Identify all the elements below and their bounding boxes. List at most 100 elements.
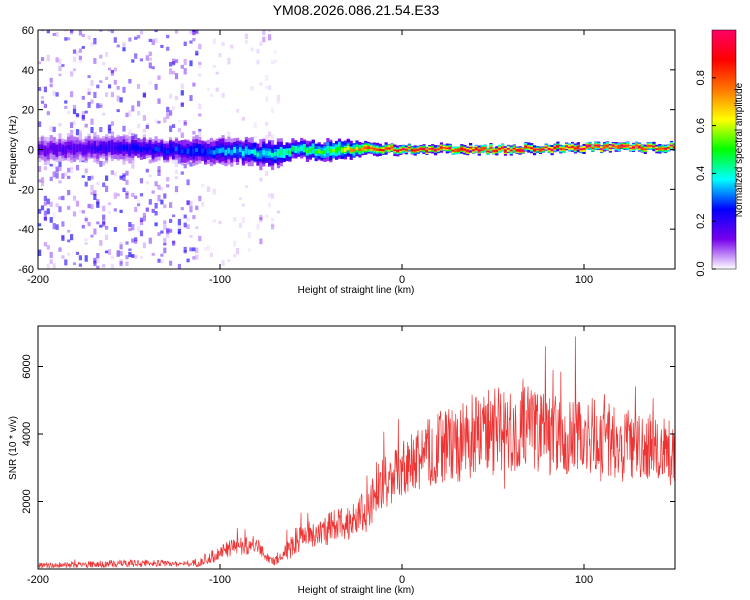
spectrogram-cell xyxy=(137,110,141,116)
spectrogram-band-cell xyxy=(273,152,278,156)
spectrogram-cell xyxy=(122,42,126,48)
spectrogram-cell xyxy=(84,110,88,114)
spectrogram-cell xyxy=(67,229,71,233)
spectrogram-cell xyxy=(177,128,181,133)
spectrogram-band-cell xyxy=(163,150,167,154)
spectrogram-band-cell xyxy=(78,144,82,151)
spectrogram-band-cell xyxy=(649,145,653,147)
spectrogram-cell xyxy=(110,255,114,260)
spectrogram-band-cell xyxy=(471,149,476,152)
spectrogram-cell xyxy=(189,206,193,213)
spectrogram-band-cell xyxy=(672,146,675,148)
spectrogram-cell xyxy=(273,50,278,54)
spectrogram-band-cell xyxy=(419,147,423,150)
spectrogram-cell xyxy=(163,237,167,244)
spectrogram-cell xyxy=(148,62,152,69)
spectrogram-cell xyxy=(151,39,155,45)
spectrogram-band-cell xyxy=(635,144,639,147)
spectrogram-cell xyxy=(192,82,196,87)
spectrogram-band-cell xyxy=(445,147,449,149)
spectrogram-cell xyxy=(38,249,42,256)
spectrogram-cell xyxy=(55,92,59,97)
spectrogram-cell xyxy=(172,124,176,128)
spectrogram-band-cell xyxy=(172,147,176,153)
spectrogram-cell xyxy=(172,158,176,165)
spectrogram-cell xyxy=(142,242,146,249)
spectrogram-cell xyxy=(107,128,112,134)
spectrogram-cell xyxy=(183,68,187,75)
spectrogram-cell xyxy=(113,171,117,177)
spectrogram-band-cell xyxy=(605,145,609,147)
spectrogram-cell xyxy=(154,211,158,216)
spectrogram-band-cell xyxy=(550,149,554,151)
spectrogram-cell xyxy=(61,195,65,201)
spectrogram-band-cell xyxy=(661,147,665,150)
spectrogram-cell xyxy=(212,188,216,195)
spectrogram-band-cell xyxy=(530,147,534,150)
spectrogram-band-cell xyxy=(594,144,598,147)
spectrogram-cell xyxy=(72,108,77,115)
spectrogram-band-cell xyxy=(591,147,595,150)
spectrogram-band-cell xyxy=(46,148,50,154)
spectrogram-cell xyxy=(105,226,109,230)
spectrogram-band-cell xyxy=(413,149,417,152)
spectrogram-cell xyxy=(43,86,47,93)
spectrogram-cell xyxy=(81,115,85,121)
snr-y-label: SNR (10 * v/v) xyxy=(8,416,19,480)
spectrogram-cell xyxy=(268,30,272,32)
spectrogram-cell xyxy=(96,201,100,208)
spectrogram-band-cell xyxy=(256,152,260,157)
spectrogram-band-cell xyxy=(442,147,446,149)
spectrogram-cell xyxy=(64,37,68,41)
spectrogram-cell xyxy=(96,103,100,109)
spectrogram-cell xyxy=(134,237,138,242)
spectrogram-band-cell xyxy=(198,147,202,153)
spectrogram-cell xyxy=(78,130,82,136)
spectrogram-band-cell xyxy=(640,147,644,150)
spectrogram-cell xyxy=(174,189,179,194)
spectrogram-cell xyxy=(40,181,45,187)
spectrogram-cell xyxy=(172,106,176,110)
spectrogram-cell xyxy=(119,251,123,256)
spectrogram-band-cell xyxy=(326,147,330,152)
spectrogram-cell xyxy=(198,43,202,50)
spectrogram-band-cell xyxy=(646,145,650,147)
spectrogram-cell xyxy=(43,201,47,206)
spectrogram-cell xyxy=(192,38,196,42)
spectrogram-cell xyxy=(183,122,187,126)
spectrogram-cell xyxy=(206,186,211,192)
spectrogram-cell xyxy=(93,193,97,200)
snr-series-line xyxy=(38,336,675,569)
spectrogram-cell xyxy=(160,199,164,205)
spectrogram-band-cell xyxy=(320,150,324,155)
spectrogram-cell xyxy=(244,40,248,44)
spectrogram-x-tick-label: 0 xyxy=(399,274,405,286)
spectrogram-cell xyxy=(122,187,126,193)
spectrogram-band-cell xyxy=(553,147,557,149)
spectrogram-band-cell xyxy=(457,149,461,152)
spectrogram-cell xyxy=(107,67,112,71)
spectrogram-band-cell xyxy=(492,150,496,152)
spectrogram-cell xyxy=(201,183,205,188)
spectrogram-band-cell xyxy=(137,145,141,151)
spectrogram-band-cell xyxy=(288,150,292,155)
spectrogram-band-cell xyxy=(271,152,275,158)
spectrogram-cell xyxy=(186,200,190,206)
spectrogram-cell xyxy=(46,54,50,62)
spectrogram-y-label: Frequency (Hz) xyxy=(8,116,19,185)
spectrogram-cell xyxy=(99,80,103,83)
spectrogram-cell xyxy=(180,102,184,107)
spectrogram-cell xyxy=(102,161,106,166)
spectrogram-cell xyxy=(265,85,269,89)
spectrogram-cell xyxy=(102,220,106,225)
spectrogram-cell xyxy=(131,105,135,112)
spectrogram-band-cell xyxy=(358,148,362,151)
spectrogram-cell xyxy=(134,240,138,244)
spectrogram-band-cell xyxy=(503,150,508,152)
spectrogram-band-cell xyxy=(588,145,592,147)
spectrogram-cell xyxy=(157,166,161,172)
spectrogram-cell xyxy=(233,240,237,247)
spectrogram-band-cell xyxy=(620,145,624,147)
spectrogram-cell xyxy=(131,224,135,231)
spectrogram-cell xyxy=(46,198,50,205)
